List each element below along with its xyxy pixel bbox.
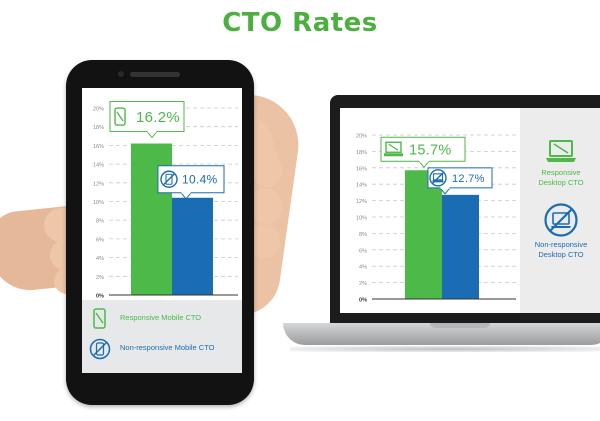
phone-icon <box>93 308 106 329</box>
y-tick-label: 12% <box>93 181 104 187</box>
value-label: 16.2% <box>136 109 180 126</box>
y-tick-label: 0% <box>359 298 367 304</box>
crossed-phone-icon-ring <box>160 170 178 188</box>
crossed-laptop-icon-screen <box>432 173 444 181</box>
crossed-phone-icon <box>89 338 111 360</box>
legend-label-responsive-desktop: Responsive Desktop CTO <box>520 168 600 188</box>
y-tick-label: 6% <box>96 237 104 243</box>
callout-pointer-mask <box>181 191 191 194</box>
callout-pointer <box>180 192 192 200</box>
callout-pointer-mask <box>147 130 157 133</box>
value-label: 12.7% <box>452 173 485 185</box>
crossed-laptop-icon-slash <box>432 171 444 184</box>
y-tick-label: 2% <box>359 281 367 287</box>
laptop-icon <box>546 140 576 162</box>
y-tick-label: 16% <box>93 144 104 150</box>
callout-pointer <box>439 187 451 195</box>
y-tick-label: 2% <box>96 275 104 281</box>
phone-screen: 0% 2% 4% 6% 8% 10% 12% 14% 16% 18% 20% 16.2% 10.4% R… <box>82 88 242 373</box>
legend-label-responsive-desktop-line1: Responsive <box>541 168 581 177</box>
laptop-icon-base <box>384 153 403 157</box>
callout-pointer-mask <box>419 160 429 163</box>
mobile-legend: Responsive Mobile CTO Non-responsive Mob… <box>82 300 242 373</box>
y-tick-label: 14% <box>356 183 367 189</box>
y-tick-label: 18% <box>93 125 104 131</box>
laptop-notch <box>430 323 490 328</box>
legend-item-nonresponsive-mobile: Non-responsive Mobile CTO <box>88 338 238 362</box>
y-tick-label: 16% <box>356 166 367 172</box>
legend-label-responsive-mobile: Responsive Mobile CTO <box>120 313 202 322</box>
value-callout <box>380 136 466 162</box>
laptop-base <box>283 323 600 345</box>
phone-icon-mark <box>116 111 124 122</box>
bar <box>442 194 479 299</box>
y-tick-label: 12% <box>356 199 367 205</box>
y-tick-label: 14% <box>93 163 104 169</box>
y-tick-label: 20% <box>356 134 367 140</box>
bar <box>405 170 442 299</box>
crossed-laptop-icon <box>544 203 578 237</box>
y-tick-label: 4% <box>359 265 367 271</box>
y-tick-label: 10% <box>93 200 104 206</box>
finger <box>250 224 280 258</box>
phone-camera <box>118 71 124 77</box>
laptop-screen: 0% 2% 4% 6% 8% 10% 12% 14% 16% 18% 20% 15.7% 12.7% R… <box>340 108 600 313</box>
legend-label-nonresponsive-desktop-line2: Desktop CTO <box>538 250 584 259</box>
legend-label-nonresponsive-desktop: Non-responsive Desktop CTO <box>520 240 600 260</box>
y-tick-label: 8% <box>96 219 104 225</box>
mobile-cto-chart: 0% 2% 4% 6% 8% 10% 12% 14% 16% 18% 20% 16.2% 10.4% <box>93 101 238 300</box>
y-tick-label: 6% <box>359 248 367 254</box>
y-tick-label: 18% <box>356 150 367 156</box>
callout-pointer <box>146 131 158 139</box>
value-label: 10.4% <box>182 173 218 187</box>
phone-icon-body <box>114 107 126 126</box>
chart-title: CTO Rates <box>222 8 378 38</box>
desktop-legend: Responsive Desktop CTO Non-responsive De… <box>520 108 600 313</box>
laptop-icon-screen <box>385 141 402 153</box>
desktop-cto-chart: 0% 2% 4% 6% 8% 10% 12% 14% 16% 18% 20% 15.7% 12.7% <box>356 134 516 304</box>
finger <box>250 188 282 224</box>
bar <box>172 197 213 295</box>
callout-pointer-mask <box>440 186 450 189</box>
y-tick-label: 10% <box>356 216 367 222</box>
y-tick-label: 0% <box>96 294 104 300</box>
laptop-icon-mark <box>388 143 399 151</box>
legend-label-responsive-desktop-line2: Desktop CTO <box>538 178 584 187</box>
phone-speaker <box>130 72 180 77</box>
legend-item-responsive-mobile: Responsive Mobile CTO <box>88 308 238 332</box>
crossed-phone-icon-body <box>165 173 173 185</box>
y-tick-label: 20% <box>93 107 104 113</box>
crossed-laptop-icon-base <box>432 180 444 183</box>
laptop-shadow <box>290 346 600 352</box>
y-tick-label: 8% <box>359 232 367 238</box>
crossed-laptop-icon-ring <box>429 169 447 187</box>
legend-label-nonresponsive-desktop-line1: Non-responsive <box>534 240 588 249</box>
value-label: 15.7% <box>409 142 452 158</box>
callout-pointer <box>418 160 430 169</box>
legend-label-nonresponsive-mobile: Non-responsive Mobile CTO <box>120 343 215 352</box>
crossed-phone-icon-slash <box>163 173 175 186</box>
y-tick-label: 4% <box>96 256 104 262</box>
